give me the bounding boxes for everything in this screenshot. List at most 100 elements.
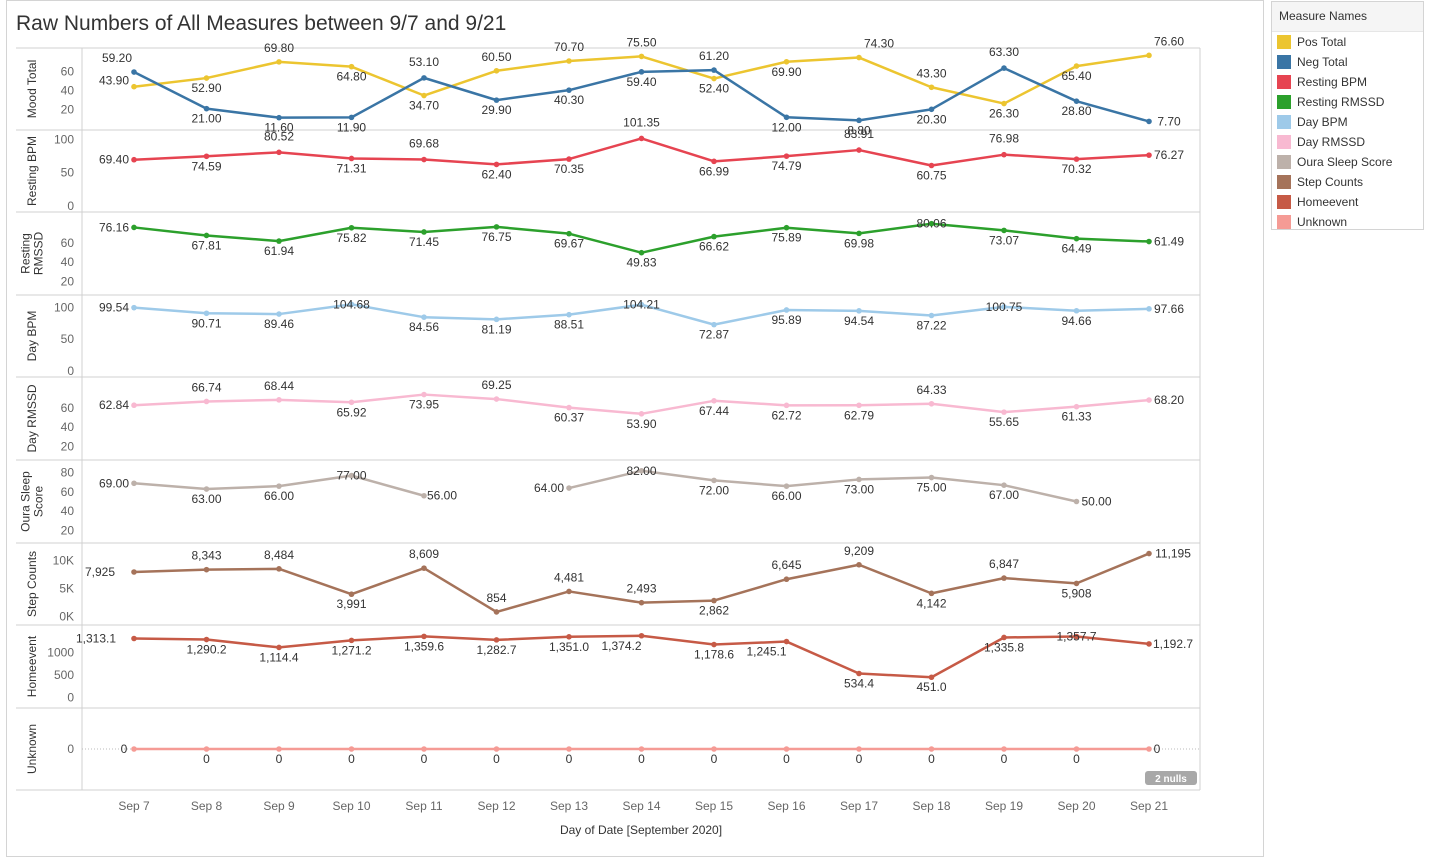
data-label: 75.82 (336, 231, 366, 245)
data-point (566, 230, 572, 237)
legend-item[interactable]: Step Counts (1272, 172, 1423, 192)
data-point (1001, 575, 1007, 581)
y-tick-label: 0 (67, 199, 74, 213)
legend-item[interactable]: Resting RMSSD (1272, 92, 1423, 112)
data-point (1073, 235, 1080, 242)
data-point (348, 155, 355, 162)
data-point (131, 635, 137, 642)
legend-item[interactable]: Resting BPM (1272, 72, 1423, 92)
data-point (1001, 100, 1007, 107)
data-label: 90.71 (191, 316, 221, 330)
data-label: 8,484 (264, 548, 294, 562)
data-label: 63.00 (191, 492, 221, 506)
data-point (856, 402, 862, 409)
legend-item[interactable]: Unknown (1272, 212, 1423, 232)
data-point (1146, 238, 1152, 245)
data-point (131, 480, 137, 487)
legend-item[interactable]: Oura Sleep Score (1272, 152, 1423, 172)
data-point (131, 224, 137, 231)
x-tick-label: Sep 19 (985, 799, 1023, 813)
data-point (493, 316, 500, 323)
data-point (276, 483, 282, 489)
data-label: 1,357.7 (1056, 629, 1096, 643)
legend-item[interactable]: Day BPM (1272, 112, 1423, 132)
data-label: 75.50 (626, 35, 656, 49)
data-label: 66.00 (264, 489, 294, 503)
data-label: 52.40 (699, 82, 729, 96)
x-tick-label: Sep 7 (118, 799, 150, 813)
data-point (203, 105, 210, 112)
y-tick-label: 5K (59, 582, 74, 596)
legend-item[interactable]: Pos Total (1272, 32, 1423, 52)
data-point (856, 308, 862, 314)
data-point (1073, 403, 1080, 410)
data-point (1073, 633, 1080, 640)
data-label: 4,481 (554, 570, 584, 584)
data-point (493, 67, 500, 74)
y-axis-title: Resting BPM (25, 136, 39, 206)
y-axis-title: Homeevent (25, 635, 39, 697)
data-point (638, 410, 645, 417)
data-point (856, 54, 862, 61)
data-point (421, 492, 427, 499)
data-label: 64.80 (336, 70, 366, 84)
data-label: 1,290.2 (186, 643, 226, 657)
data-label: 52.90 (191, 81, 221, 95)
data-label: 1,178.6 (694, 648, 734, 662)
data-point (203, 153, 210, 160)
data-label: 69.68 (409, 137, 439, 151)
data-point (493, 161, 500, 168)
data-label: 69.90 (771, 65, 801, 79)
data-point (1001, 304, 1007, 310)
data-point (203, 566, 210, 573)
y-tick-label: 60 (61, 236, 75, 250)
data-label: 1,359.6 (404, 639, 444, 653)
data-point (276, 746, 282, 752)
data-point (493, 97, 500, 103)
y-tick-label: 40 (61, 420, 75, 434)
data-point (638, 135, 645, 142)
data-label: 1,114.4 (259, 650, 298, 664)
data-label: 0 (1001, 752, 1008, 766)
data-point (711, 158, 717, 165)
data-label: 26.30 (989, 107, 1019, 121)
data-point (928, 220, 935, 227)
data-point (638, 599, 645, 606)
y-tick-label: 80 (61, 466, 75, 480)
x-tick-label: Sep 18 (912, 799, 950, 813)
data-label: 73.07 (989, 233, 1019, 247)
legend-item[interactable]: Day RMSSD (1272, 132, 1423, 152)
data-point (856, 561, 862, 568)
y-axis-title: Oura Sleep (19, 471, 33, 532)
data-label: 73.95 (409, 398, 439, 412)
series-line-day-rmssd (133, 393, 1150, 416)
data-label: 62.84 (99, 398, 129, 412)
data-point (348, 114, 355, 121)
y-tick-label: 0 (67, 742, 74, 756)
y-tick-label: 40 (61, 83, 75, 97)
data-label: 0 (638, 752, 645, 766)
data-point (493, 396, 500, 402)
data-label: 8,343 (191, 549, 221, 563)
y-axis-title: RMSSD (32, 232, 46, 276)
data-point (348, 399, 355, 406)
legend-swatch (1277, 35, 1291, 49)
legend-item[interactable]: Neg Total (1272, 52, 1423, 72)
x-axis-title: Day of Date [September 2020] (560, 823, 722, 837)
data-label: 82.00 (626, 464, 656, 478)
data-label: 72.00 (699, 483, 729, 497)
data-label: 69.40 (99, 153, 129, 167)
data-point (1001, 409, 1007, 415)
y-tick-label: 60 (61, 64, 75, 78)
data-point (203, 746, 210, 752)
data-label: 74.30 (864, 37, 894, 51)
data-label: 0 (203, 752, 210, 766)
data-point (566, 58, 572, 64)
x-tick-label: Sep 16 (767, 799, 805, 813)
data-label: 0 (1073, 752, 1080, 766)
y-tick-label: 500 (54, 668, 74, 682)
legend-item[interactable]: Homeevent (1272, 192, 1423, 212)
data-point (421, 92, 427, 99)
data-point (638, 632, 645, 639)
data-label: 64.00 (534, 481, 564, 495)
